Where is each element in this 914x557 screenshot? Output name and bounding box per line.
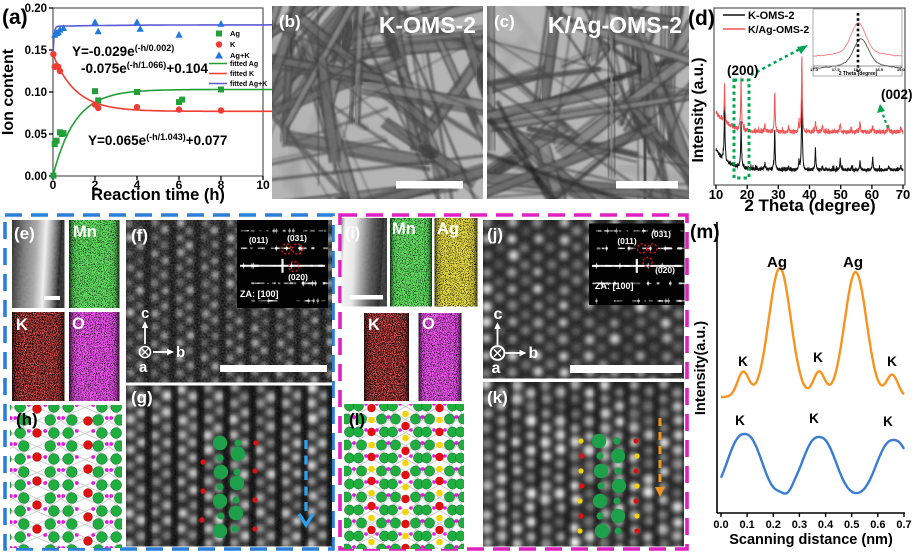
svg-text:Ag: Ag xyxy=(230,29,240,38)
svg-text:20: 20 xyxy=(740,187,754,202)
svg-text:c: c xyxy=(141,305,149,322)
svg-text:(k): (k) xyxy=(487,388,508,407)
svg-text:(e): (e) xyxy=(14,224,35,243)
svg-text:(002): (002) xyxy=(881,87,913,102)
svg-text:K: K xyxy=(883,414,893,429)
svg-text:Reaction time (h): Reaction time (h) xyxy=(91,186,225,204)
svg-text:K: K xyxy=(813,350,823,365)
svg-text:0.00: 0.00 xyxy=(25,171,47,183)
svg-text:0.3: 0.3 xyxy=(792,519,807,531)
svg-text:(031): (031) xyxy=(651,229,671,239)
svg-text:K: K xyxy=(887,354,897,369)
svg-text:K/Ag-OMS-2: K/Ag-OMS-2 xyxy=(548,12,682,38)
svg-text:ZA: [100]: ZA: [100] xyxy=(240,289,279,299)
svg-text:0.20: 0.20 xyxy=(25,3,47,15)
svg-text:(g): (g) xyxy=(131,388,153,407)
svg-text:0.05: 0.05 xyxy=(25,129,48,141)
svg-text:0.1: 0.1 xyxy=(739,519,754,531)
svg-text:Intensity (a.u.): Intensity (a.u.) xyxy=(690,57,707,162)
svg-text:40: 40 xyxy=(802,187,816,202)
svg-text:K: K xyxy=(738,354,748,369)
svg-text:(i): (i) xyxy=(345,225,360,242)
svg-text:O: O xyxy=(422,315,435,333)
svg-text:K/Ag-OMS-2: K/Ag-OMS-2 xyxy=(748,24,809,36)
svg-text:0.15: 0.15 xyxy=(25,45,48,57)
svg-text:K: K xyxy=(809,411,819,426)
svg-text:(b): (b) xyxy=(279,12,301,31)
svg-text:2 Theta (degree): 2 Theta (degree) xyxy=(744,196,875,215)
svg-text:(d): (d) xyxy=(688,7,715,30)
svg-text:b: b xyxy=(176,344,185,361)
svg-text:0.0: 0.0 xyxy=(713,519,728,531)
svg-text:Mn: Mn xyxy=(73,223,97,241)
svg-text:30: 30 xyxy=(771,187,785,202)
svg-text:Ag+K: Ag+K xyxy=(230,51,250,60)
svg-text:10: 10 xyxy=(709,187,723,202)
svg-text:0.4: 0.4 xyxy=(818,519,834,531)
svg-text:fitted Ag+K: fitted Ag+K xyxy=(230,81,267,88)
svg-text:Ag: Ag xyxy=(437,220,459,238)
svg-text:c: c xyxy=(494,306,503,323)
svg-text:0.7: 0.7 xyxy=(896,519,911,531)
svg-text:(c): (c) xyxy=(494,12,515,31)
svg-text:(020): (020) xyxy=(288,272,308,282)
svg-text:60: 60 xyxy=(865,187,879,202)
svg-text:(a): (a) xyxy=(2,6,28,29)
svg-text:0.5: 0.5 xyxy=(844,519,859,531)
svg-text:(200): (200) xyxy=(727,63,759,78)
svg-text:K: K xyxy=(735,413,745,428)
svg-text:2 Theta (degree): 2 Theta (degree) xyxy=(839,71,878,77)
svg-text:17.0: 17.0 xyxy=(810,67,819,72)
svg-text:17.5: 17.5 xyxy=(832,67,841,72)
svg-text:(020): (020) xyxy=(655,265,675,275)
svg-text:Scanning distance (nm): Scanning distance (nm) xyxy=(729,532,893,548)
svg-text:2: 2 xyxy=(92,178,99,192)
svg-text:K: K xyxy=(368,316,380,334)
svg-text:(j): (j) xyxy=(487,225,503,244)
svg-text:O: O xyxy=(72,315,85,333)
svg-text:K: K xyxy=(16,316,28,334)
svg-text:0.10: 0.10 xyxy=(25,87,47,99)
svg-text:Ion content: Ion content xyxy=(0,48,17,135)
svg-text:Ag: Ag xyxy=(843,254,863,271)
svg-text:K-OMS-2: K-OMS-2 xyxy=(748,10,794,22)
svg-text:-0.075e(-h/1.066)+0.104: -0.075e(-h/1.066)+0.104 xyxy=(81,60,208,76)
svg-text:18.0: 18.0 xyxy=(854,67,863,72)
svg-text:(h): (h) xyxy=(16,410,38,429)
svg-text:0: 0 xyxy=(50,178,57,192)
svg-text:(m): (m) xyxy=(690,222,720,243)
svg-text:(031): (031) xyxy=(287,233,307,243)
svg-text:8: 8 xyxy=(218,178,225,192)
svg-text:Y=0.065e(-h/1.043)+0.077: Y=0.065e(-h/1.043)+0.077 xyxy=(88,132,227,148)
svg-text:Intensity(a.u.): Intensity(a.u.) xyxy=(693,321,709,415)
svg-text:b: b xyxy=(529,345,539,362)
svg-text:K: K xyxy=(230,40,236,49)
svg-text:4: 4 xyxy=(134,178,141,192)
svg-text:6: 6 xyxy=(176,178,183,192)
svg-text:Ag: Ag xyxy=(767,254,787,271)
svg-text:a: a xyxy=(492,360,501,377)
svg-text:Mn: Mn xyxy=(392,220,416,238)
svg-text:50: 50 xyxy=(833,187,847,202)
svg-text:K-OMS-2: K-OMS-2 xyxy=(379,12,476,38)
svg-text:10: 10 xyxy=(256,178,270,192)
svg-text:fitted Ag: fitted Ag xyxy=(230,61,258,68)
svg-text:18.5: 18.5 xyxy=(875,67,884,72)
svg-text:70: 70 xyxy=(896,187,910,202)
svg-text:19.0: 19.0 xyxy=(897,67,906,72)
svg-text:fitted K: fitted K xyxy=(230,71,254,78)
svg-text:(011): (011) xyxy=(617,236,637,246)
svg-text:(f): (f) xyxy=(131,226,148,245)
svg-text:0.6: 0.6 xyxy=(870,519,885,531)
svg-text:0.2: 0.2 xyxy=(766,519,781,531)
svg-text:a: a xyxy=(139,359,148,376)
svg-text:(011): (011) xyxy=(249,235,269,245)
svg-text:ZA: [100]: ZA: [100] xyxy=(595,281,634,291)
svg-text:(l): (l) xyxy=(349,410,365,429)
